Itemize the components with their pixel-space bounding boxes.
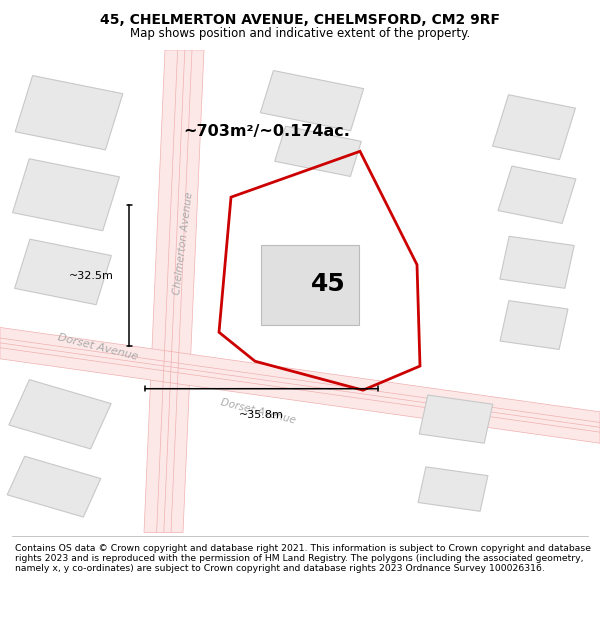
Text: ~703m²/~0.174ac.: ~703m²/~0.174ac. — [183, 124, 350, 139]
Polygon shape — [0, 328, 600, 443]
Polygon shape — [7, 456, 101, 517]
Polygon shape — [144, 50, 204, 532]
Polygon shape — [418, 467, 488, 511]
Polygon shape — [500, 236, 574, 288]
Polygon shape — [261, 246, 359, 325]
Polygon shape — [275, 126, 361, 176]
Text: Map shows position and indicative extent of the property.: Map shows position and indicative extent… — [130, 27, 470, 40]
Text: 45: 45 — [311, 272, 346, 296]
Text: 45, CHELMERTON AVENUE, CHELMSFORD, CM2 9RF: 45, CHELMERTON AVENUE, CHELMSFORD, CM2 9… — [100, 12, 500, 26]
Text: Contains OS data © Crown copyright and database right 2021. This information is : Contains OS data © Crown copyright and d… — [15, 544, 591, 573]
Text: Dorset Avenue: Dorset Avenue — [220, 398, 296, 426]
Polygon shape — [260, 71, 364, 131]
Polygon shape — [419, 395, 493, 443]
Polygon shape — [500, 301, 568, 349]
Polygon shape — [14, 239, 112, 305]
Polygon shape — [498, 166, 576, 223]
Polygon shape — [15, 76, 123, 150]
Polygon shape — [9, 379, 111, 449]
Text: ~35.8m: ~35.8m — [239, 411, 284, 421]
Polygon shape — [13, 159, 119, 231]
Text: ~32.5m: ~32.5m — [69, 271, 114, 281]
Polygon shape — [493, 95, 575, 159]
Text: Chelmerton Avenue: Chelmerton Avenue — [172, 191, 194, 295]
Text: Dorset Avenue: Dorset Avenue — [57, 332, 139, 362]
